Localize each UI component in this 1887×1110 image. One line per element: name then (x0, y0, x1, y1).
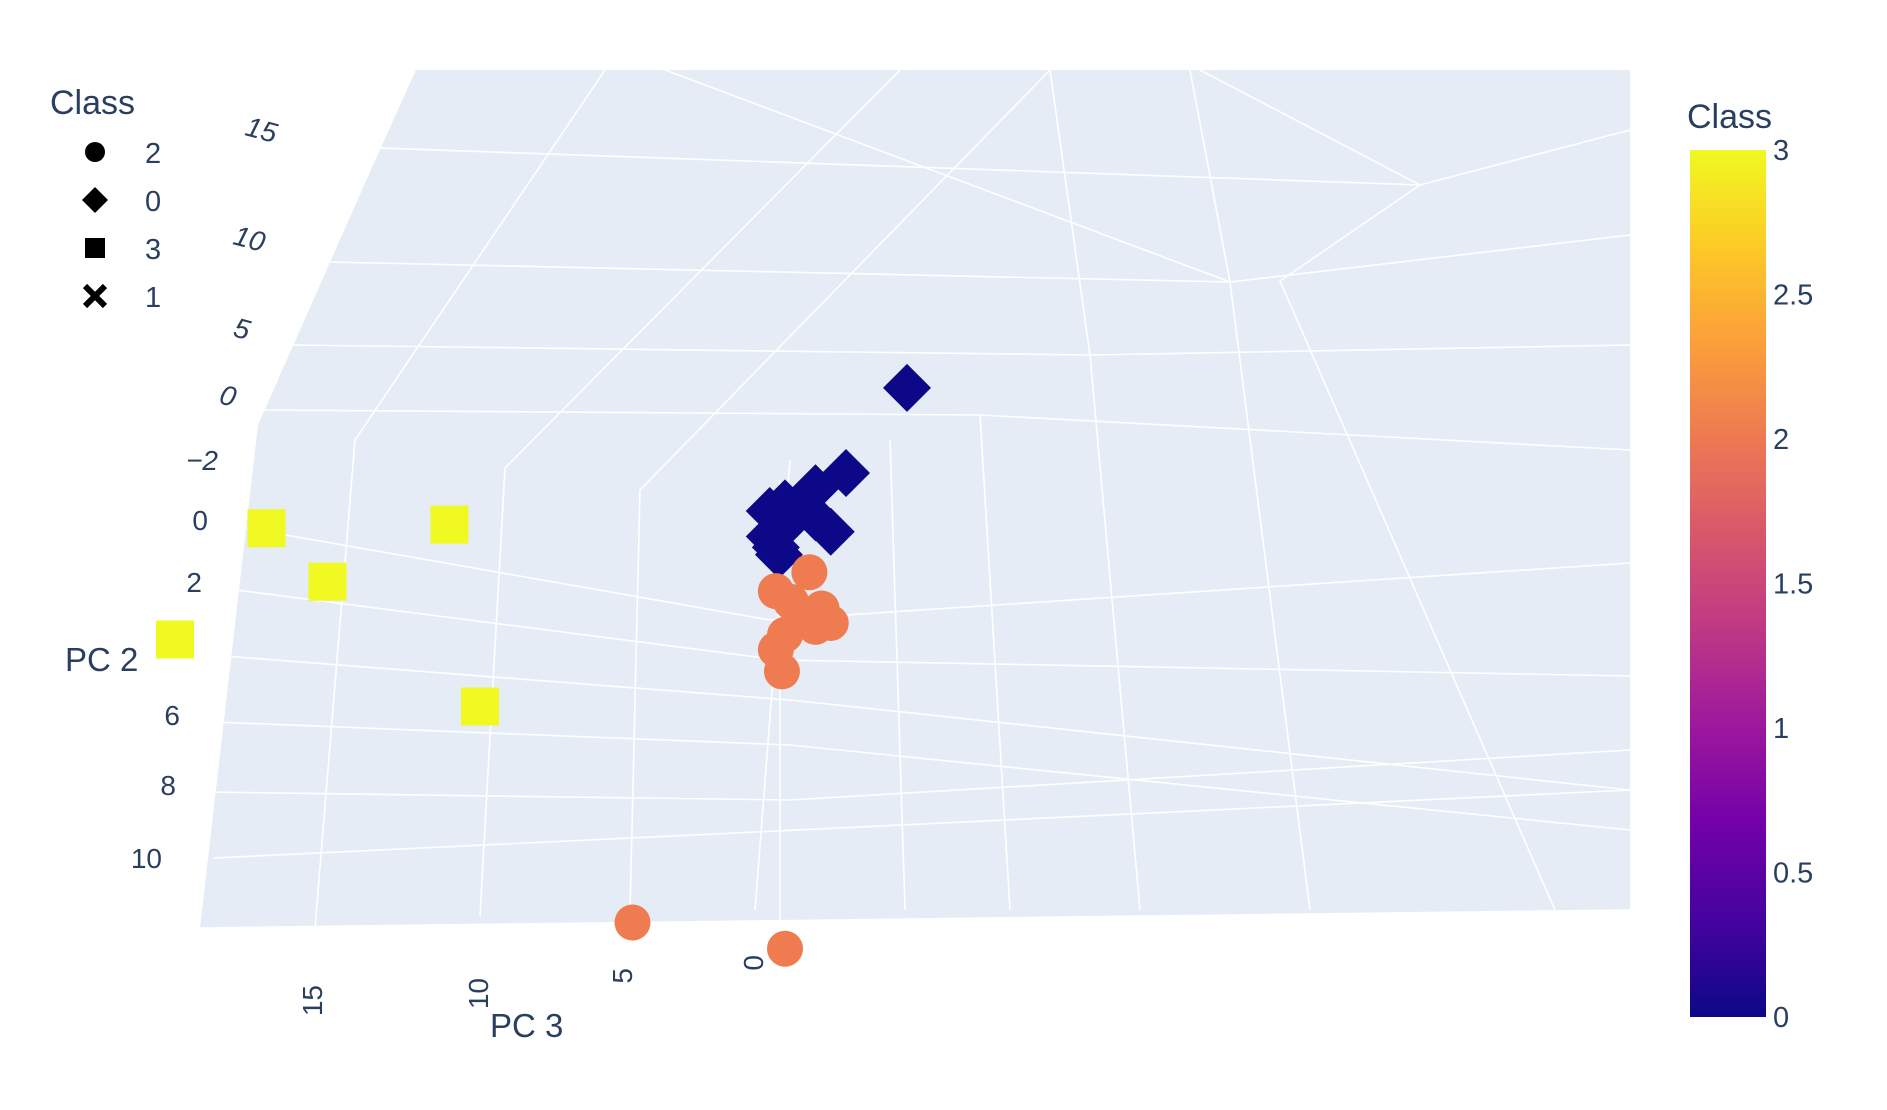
colorbar-tick-label: 0.5 (1773, 858, 1813, 890)
legend-diamond-icon (82, 187, 108, 213)
vertical-gridline-5 (1049, 69, 1141, 911)
legend-item-label: 2 (145, 138, 161, 170)
marker-circle (767, 930, 803, 967)
vertical-gridline-7 (889, 439, 906, 911)
box-edge-left-top (254, 69, 416, 426)
marker-square (156, 620, 194, 659)
colorbar-tick-label: 1 (1773, 713, 1789, 745)
legend-item-label: 0 (145, 186, 161, 218)
side-gridline-3 (213, 721, 1631, 831)
vertical-gridline-3 (1279, 184, 1556, 911)
legend-item-1 (82, 283, 108, 309)
side-gridline-extra (213, 789, 1631, 859)
y-tick-label: 8 (160, 770, 176, 801)
legend-title: Class (50, 84, 135, 122)
side-gridline-4 (203, 749, 1631, 801)
back-axis-tick-label: 15 (242, 111, 281, 149)
series-3 (156, 505, 499, 726)
colorbar-bar (1690, 150, 1766, 1017)
y-tick-label: 10 (131, 843, 162, 874)
vertical-gridline-2 (629, 69, 1051, 913)
y-tick-label: 6 (164, 700, 180, 731)
marker-square (430, 505, 469, 544)
marker-diamond (754, 530, 803, 579)
colorbar-tick-label: 2 (1773, 424, 1789, 456)
marker-square (461, 687, 499, 726)
marker-circle (763, 653, 800, 690)
marker-circle (791, 554, 828, 591)
vertical-gridline-10 (1199, 69, 1421, 186)
z-tick-label: 10 (463, 978, 494, 1009)
legend-item-label: 1 (145, 282, 161, 314)
marker-square (308, 562, 347, 601)
back-axis-tick-label: 10 (230, 220, 269, 258)
back-axis-tick-label: 0 (216, 379, 239, 413)
colorbar-tick-label: 2.5 (1773, 280, 1813, 312)
side-gridline-0 (245, 527, 1631, 621)
colorbar-title: Class (1687, 98, 1772, 136)
vertical-gridline-9 (664, 69, 1231, 283)
marker-diamond (806, 507, 855, 556)
marker-circle (614, 904, 651, 941)
box-edge-bottom (197, 909, 1631, 929)
legend-item-label: 3 (145, 234, 161, 266)
series-0 (745, 363, 931, 579)
y-tick-label: 2 (186, 567, 202, 598)
legend-x-icon (82, 283, 108, 309)
vertical-gridline-6 (979, 414, 1011, 911)
back-axis-tick-label: 5 (230, 312, 253, 346)
box-edge-left (197, 424, 256, 929)
legend-item-3 (85, 238, 105, 258)
legend-circle-icon (85, 142, 105, 162)
colorbar-tick-label: 0 (1773, 1002, 1789, 1034)
z-axis-title: PC 3 (490, 1007, 563, 1044)
y-tick-label: 0 (192, 505, 208, 536)
marker-circle (803, 590, 840, 627)
scene-background (200, 70, 1630, 928)
scene-walls (200, 70, 1630, 928)
side-gridline-2 (223, 655, 1631, 791)
z-tick-label: 0 (738, 955, 769, 971)
data-points (156, 363, 931, 967)
series-2 (614, 554, 849, 967)
marker-diamond (883, 363, 931, 412)
colorbar-tick-label: 3 (1773, 135, 1789, 167)
colorbar-tick-label: 1.5 (1773, 569, 1813, 601)
marker-square (247, 509, 286, 548)
vertical-gridline-0 (314, 69, 606, 929)
legend-item-0 (82, 187, 108, 213)
vertical-gridline-1 (479, 69, 901, 917)
legend-item-2 (85, 142, 105, 162)
y-tick-label: −2 (186, 445, 218, 476)
z-tick-label: 15 (297, 985, 328, 1016)
z-tick-label: 5 (607, 968, 638, 984)
y-axis-title: PC 2 (65, 641, 138, 678)
legend-square-icon (85, 238, 105, 258)
